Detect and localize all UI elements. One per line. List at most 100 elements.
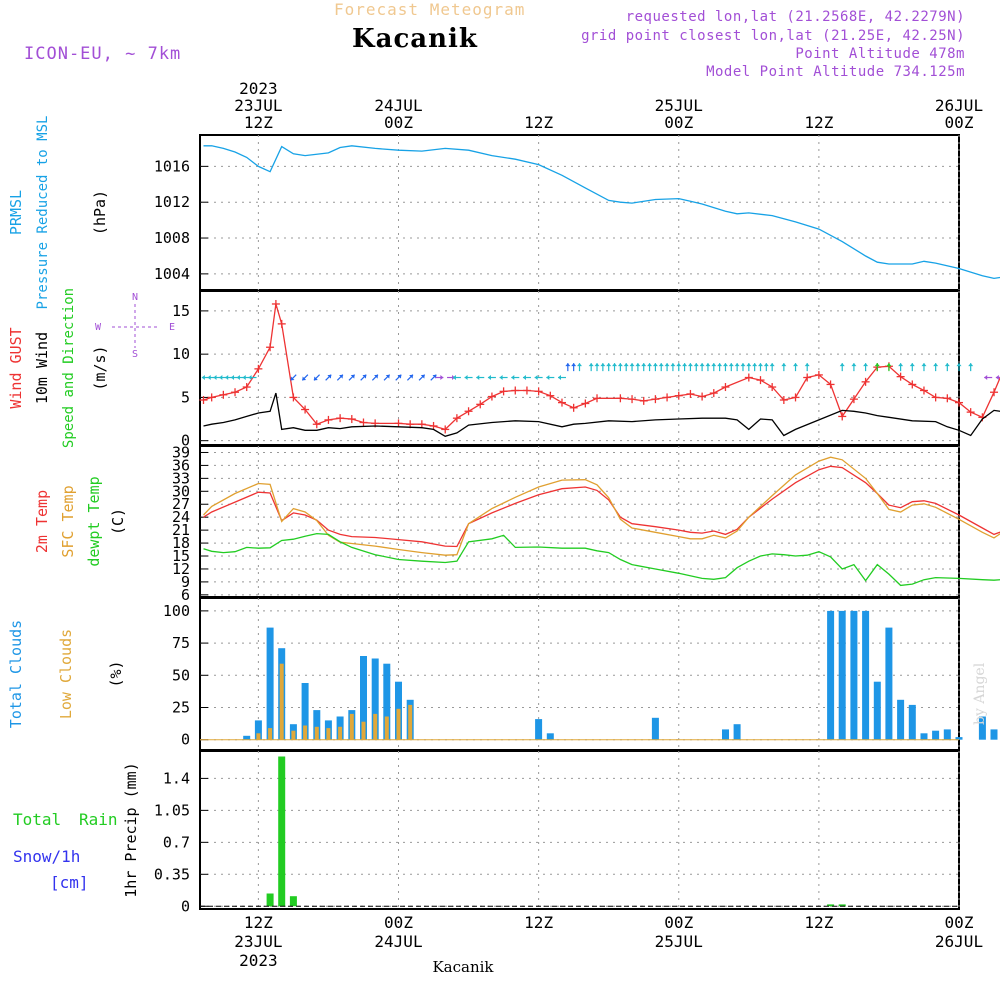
wind-arrow: [984, 375, 993, 381]
clouds-bar: [838, 610, 846, 740]
clouds-axis-label: (%): [107, 660, 125, 687]
wind-arrow-head: [487, 375, 491, 381]
pressure-series: [203, 145, 1000, 280]
pressure-prmsl-line: [203, 145, 1000, 280]
wind-arrow: [647, 363, 653, 372]
wind-arrow: [898, 363, 904, 372]
clouds-bar: [546, 733, 554, 740]
wind-arrow: [487, 375, 496, 381]
gust-plus-marker: [709, 389, 718, 398]
wind-arrow-head: [577, 363, 582, 367]
wind-arrow: [641, 363, 647, 372]
gust-plus-marker: [861, 377, 870, 386]
gust-plus-marker: [394, 419, 403, 428]
y-tick-label: 9: [181, 573, 190, 591]
clouds-bar: [733, 724, 741, 740]
wind-arrow: [757, 363, 763, 372]
wind-arrow-head: [863, 363, 869, 367]
y-tick-label: 1016: [154, 157, 190, 175]
gust-plus-marker: [838, 412, 847, 421]
gust-plus-marker: [254, 364, 263, 373]
y-tick-label: 36: [172, 456, 190, 474]
bottom-location-label: Kacanik: [432, 958, 494, 976]
gust-plus-marker: [651, 395, 660, 404]
compass-south: S: [132, 349, 138, 360]
wind-direction-arrows: [201, 363, 1000, 381]
top-axis-label: 12Z: [804, 113, 833, 132]
precip-label-total: Total: [13, 810, 61, 829]
compass-north: N: [132, 292, 138, 303]
pressure-axis-label: PRMSL: [7, 190, 25, 235]
gust-plus-marker: [336, 414, 345, 423]
y-tick-label: 0.7: [163, 833, 190, 851]
clouds-bar: [943, 729, 951, 740]
precip-label-rain: Rain: [79, 810, 118, 829]
top-axis-label: 12Z: [244, 113, 273, 132]
wind-arrow-head: [647, 363, 653, 367]
wind-arrow: [511, 375, 520, 381]
wind-arrow: [863, 363, 869, 372]
clouds-bar: [862, 610, 870, 740]
gust-plus-marker: [779, 396, 788, 405]
wind-arrow-head: [658, 363, 664, 367]
gust-plus-marker: [441, 425, 450, 434]
wind-arrow: [499, 375, 508, 381]
clouds-bar: [897, 699, 905, 740]
y-tick-label: 33: [172, 469, 190, 487]
wind-arrow: [705, 363, 711, 372]
y-tick-label: 0: [181, 432, 190, 450]
wind-arrow: [588, 363, 594, 372]
wind-arrow-head: [397, 374, 402, 379]
precip-axis-label: 1hr Precip (mm): [122, 762, 140, 897]
gust-plus-marker: [744, 373, 753, 382]
gust-plus-marker: [324, 415, 333, 424]
wind-arrow-head: [362, 374, 367, 379]
wind-arrow-head: [898, 363, 904, 367]
wind-arrow-head: [717, 363, 723, 367]
y-tick-label: 1004: [154, 265, 190, 283]
wind-arrow: [711, 363, 717, 372]
product-title: Forecast Meteogram: [334, 0, 526, 19]
gust-plus-marker: [534, 387, 543, 396]
model-name: ICON-EU, ~ 7km: [24, 44, 182, 64]
wind-arrow: [687, 363, 693, 372]
y-tick-label: 15: [172, 547, 190, 565]
wind-arrow: [676, 363, 682, 372]
wind-arrow: [435, 375, 444, 381]
wind-10m-wind-line: [203, 392, 1000, 438]
wind-arrow: [565, 363, 571, 372]
bottom-axis-label: 12Z: [244, 913, 273, 932]
wind-arrow-head: [705, 363, 711, 367]
wind-arrow: [769, 363, 775, 372]
temperature-dewpt-temp-line: [203, 532, 1000, 587]
wind-arrow-head: [420, 374, 425, 379]
model-altitude: Model Point Altitude 734.125m: [706, 64, 965, 80]
wind-arrow-head: [623, 363, 629, 367]
clouds-bar: [256, 733, 261, 740]
precip-panel: 0 0.35 0.7 1.05 1.4: [154, 750, 960, 915]
wind-arrow-head: [213, 375, 217, 381]
gust-plus-marker: [242, 383, 251, 392]
top-axis-label: 00Z: [384, 113, 413, 132]
precip-bar: [838, 904, 846, 907]
gust-plus-marker: [593, 394, 602, 403]
wind-arrow-head: [219, 375, 223, 381]
wind-arrow-head: [432, 374, 437, 379]
gust-plus-marker: [721, 383, 730, 392]
gust-plus-marker: [943, 394, 952, 403]
clouds-bar: [243, 735, 251, 740]
wind-arrow-head: [641, 363, 647, 367]
clouds-bar: [908, 704, 916, 740]
clouds-bar: [827, 610, 835, 740]
wind-axis-label: Wind GUST: [7, 327, 25, 408]
wind-arrow-head: [757, 363, 763, 367]
clouds-bar: [301, 683, 309, 740]
y-tick-label: 0: [181, 731, 190, 749]
wind-arrow-head: [452, 375, 456, 381]
wind-arrow: [430, 374, 437, 381]
gust-plus-marker: [639, 396, 648, 405]
wind-arrow-head: [752, 363, 758, 367]
clouds-bar: [873, 681, 881, 740]
clouds-bar: [254, 720, 262, 740]
gust-plus-marker: [966, 408, 975, 417]
